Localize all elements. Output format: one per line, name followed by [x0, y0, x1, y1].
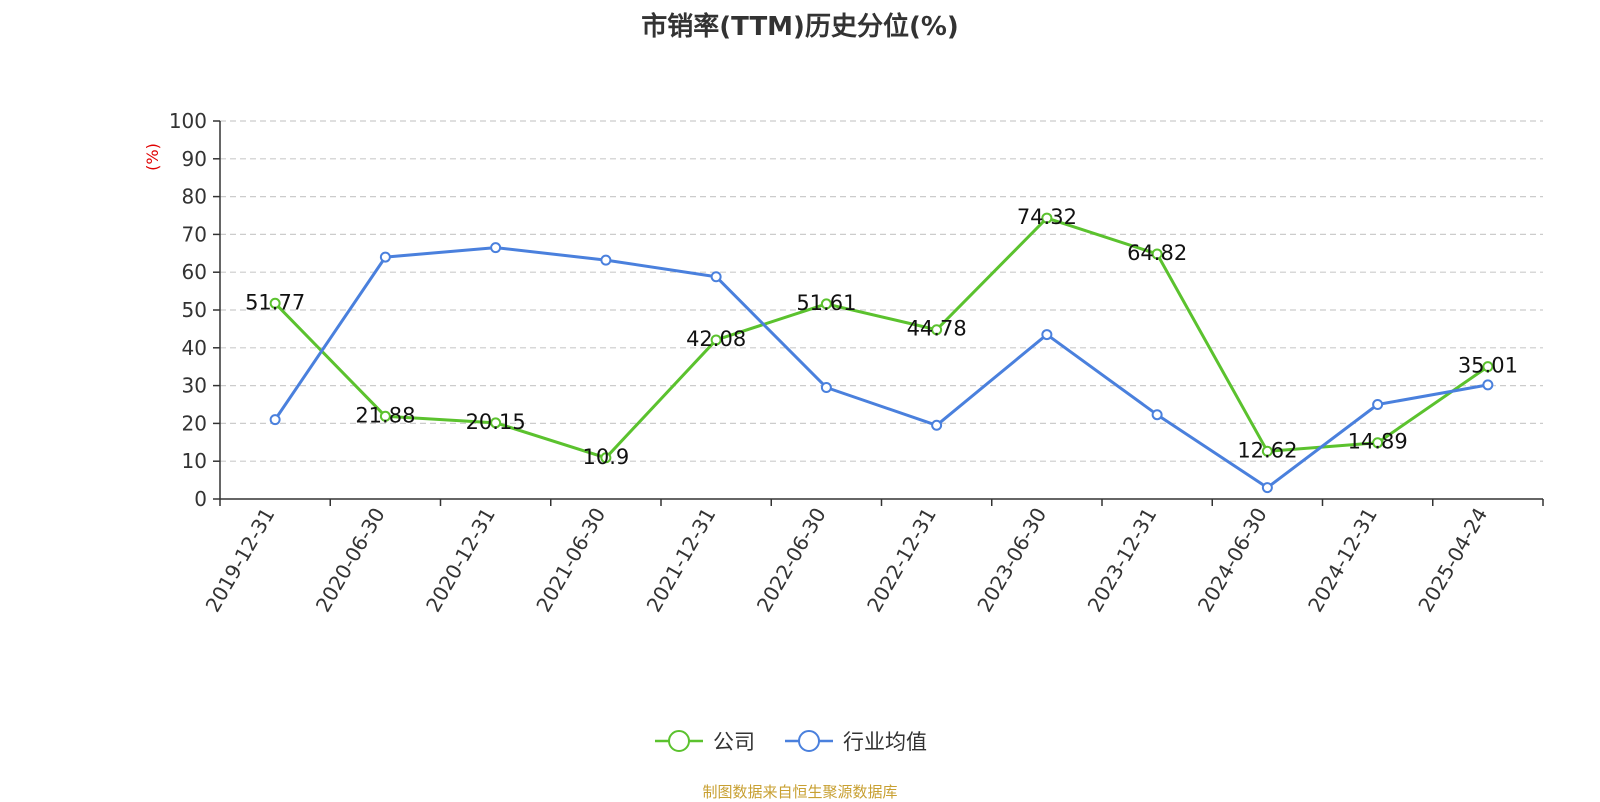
- data-point[interactable]: [1482, 361, 1494, 373]
- data-point[interactable]: [379, 410, 391, 422]
- source-note: 制图数据来自恒生聚源数据库: [702, 783, 898, 801]
- series-line-0: [274, 216, 1489, 460]
- data-point[interactable]: [1372, 437, 1384, 449]
- y-tick-label: 20: [182, 411, 207, 435]
- x-tick-label: 2021-12-31: [642, 504, 721, 617]
- data-point[interactable]: [710, 334, 722, 346]
- data-label: 35.01: [1458, 354, 1518, 378]
- x-tick-label: 2022-12-31: [862, 504, 941, 617]
- legend[interactable]: 公司 行业均值: [655, 730, 927, 754]
- y-tick-label: 0: [194, 487, 207, 511]
- data-labels: 51.77 21.88 20.15 10.9 42.08 51.61 44.78 74.32 6…: [245, 205, 1518, 469]
- x-tick-label: 2023-06-30: [972, 504, 1051, 617]
- data-point[interactable]: [1482, 379, 1494, 391]
- grid-lines: [220, 120, 1543, 462]
- data-point[interactable]: [710, 271, 722, 283]
- data-point[interactable]: [1151, 248, 1163, 260]
- series-line-1: [273, 246, 1489, 490]
- legend-marker: [798, 730, 820, 752]
- x-tick-label: 2020-06-30: [311, 504, 390, 617]
- data-label: 21.88: [355, 403, 415, 427]
- data-label: 44.78: [907, 317, 967, 341]
- data-point[interactable]: [600, 254, 612, 266]
- data-point[interactable]: [490, 242, 502, 254]
- legend-item-0[interactable]: 公司: [655, 730, 755, 754]
- data-point[interactable]: [600, 452, 612, 464]
- y-tick-label: 80: [182, 185, 207, 209]
- data-point[interactable]: [1261, 482, 1273, 494]
- legend-label: 公司: [713, 730, 755, 754]
- data-point[interactable]: [1151, 409, 1163, 421]
- data-point[interactable]: [820, 298, 832, 310]
- series-group: [269, 212, 1494, 494]
- y-tick-label: 10: [182, 449, 207, 473]
- data-point[interactable]: [1041, 329, 1053, 341]
- data-point[interactable]: [1041, 212, 1053, 224]
- x-tick-label: 2019-12-31: [201, 504, 280, 617]
- data-label: 74.32: [1017, 205, 1077, 229]
- data-label: 51.61: [796, 291, 856, 315]
- data-label: 14.89: [1348, 430, 1408, 454]
- data-point[interactable]: [1372, 399, 1384, 410]
- y-tick-label: 50: [182, 298, 207, 322]
- axes: 0 10 20 30 40 50 60 70 80 90 100 2019-12-31 2020-06-…: [169, 109, 1544, 617]
- x-tick-label: 2022-06-30: [752, 504, 831, 617]
- x-tick-label: 2021-06-30: [531, 504, 610, 617]
- data-label: 10.9: [582, 445, 629, 469]
- y-tick-label: 100: [169, 109, 207, 133]
- y-tick-label: 90: [182, 147, 207, 171]
- x-tick-label: 2023-12-31: [1083, 504, 1162, 617]
- data-point[interactable]: [269, 297, 281, 309]
- x-tick-label: 2020-12-31: [421, 504, 500, 617]
- legend-label: 行业均值: [843, 730, 927, 754]
- chart-title: 市销率(TTM)历史分位(%): [641, 12, 959, 42]
- x-tick-label: 2024-12-31: [1303, 504, 1382, 617]
- data-point[interactable]: [820, 381, 832, 393]
- y-tick-label: 40: [182, 336, 207, 360]
- data-label: 42.08: [686, 327, 746, 351]
- data-label: 64.82: [1127, 241, 1187, 265]
- data-point[interactable]: [490, 417, 502, 429]
- y-tick-label: 70: [182, 222, 207, 246]
- legend-marker: [668, 730, 690, 752]
- y-tick-label: 30: [182, 374, 207, 398]
- data-point[interactable]: [379, 251, 391, 263]
- y-axis-label: (%): [143, 143, 162, 171]
- legend-item-1[interactable]: 行业均值: [785, 730, 927, 754]
- data-point[interactable]: [269, 414, 281, 426]
- data-label: 12.62: [1237, 438, 1297, 462]
- data-point[interactable]: [1261, 445, 1273, 457]
- y-tick-label: 60: [182, 260, 207, 284]
- data-label: 20.15: [466, 410, 526, 434]
- x-tick-label: 2024-06-30: [1193, 504, 1272, 617]
- data-point[interactable]: [931, 419, 943, 431]
- data-point[interactable]: [931, 324, 943, 336]
- x-tick-label: 2025-04-24: [1413, 504, 1492, 617]
- data-label: 51.77: [245, 290, 305, 314]
